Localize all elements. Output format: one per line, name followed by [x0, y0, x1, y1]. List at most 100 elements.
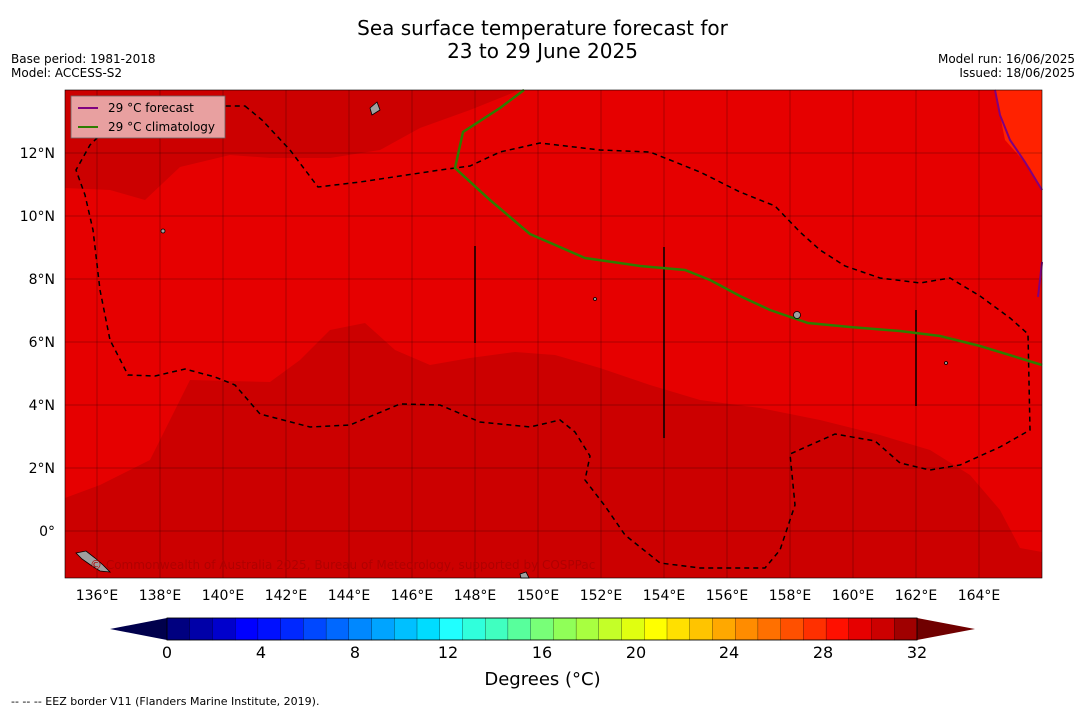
colorbar-cell — [575, 617, 600, 641]
lat-label: 12°N — [20, 146, 55, 162]
lat-label: 2°N — [29, 461, 55, 477]
colorbar-cell — [439, 617, 464, 641]
colorbar-cell — [257, 617, 282, 641]
map-frame — [64, 89, 1043, 579]
climatology-29c-line — [453, 89, 1043, 367]
legend-forecast-label: 29 °C forecast — [108, 101, 194, 115]
lon-label: 164°E — [958, 588, 1001, 604]
colorbar-cell — [780, 617, 805, 641]
colorbar-cell — [666, 617, 691, 641]
colorbar-tick-label: 28 — [813, 643, 833, 662]
base-period: Base period: 1981-2018 — [11, 52, 156, 66]
sst-hot-region-northeast — [995, 90, 1042, 190]
lon-label: 144°E — [328, 588, 371, 604]
colorbar-cell — [416, 617, 441, 641]
colorbar-cell — [598, 617, 623, 641]
colorbar-cell — [348, 617, 373, 641]
issued-date: Issued: 18/06/2025 — [959, 66, 1075, 80]
lat-label: 4°N — [29, 398, 55, 414]
colorbar-cell — [735, 617, 759, 641]
lon-label: 140°E — [202, 588, 245, 604]
island-palau — [160, 228, 166, 234]
colorbar-cell — [553, 617, 577, 641]
colorbar-tick-labels: 0 4 8 12 16 20 24 28 32 — [162, 643, 927, 662]
eez-borders — [75, 105, 1031, 569]
lat-label: 8°N — [29, 272, 55, 288]
colorbar-cell — [871, 617, 895, 641]
colorbar-cell — [530, 617, 555, 641]
lon-label: 138°E — [139, 588, 182, 604]
island-pohnpei — [793, 311, 801, 319]
lon-label: 160°E — [832, 588, 875, 604]
colorbar-cell — [235, 617, 259, 641]
legend-climatology-label: 29 °C climatology — [108, 120, 215, 134]
colorbar-cell — [394, 617, 418, 641]
colorbar-cell — [212, 617, 236, 641]
island-kosrae — [944, 361, 948, 365]
colorbar-cell — [621, 617, 645, 641]
forecast-29c-line-north — [994, 89, 1043, 191]
title-line-1: Sea surface temperature forecast for — [357, 16, 728, 40]
lat-label: 6°N — [29, 335, 55, 351]
colorbar-over-arrow — [917, 618, 975, 640]
colorbar-tick-label: 16 — [532, 643, 552, 662]
colorbar-cell — [325, 617, 350, 641]
colorbar — [110, 617, 975, 641]
lon-label: 154°E — [643, 588, 686, 604]
forecast-29c-line-east — [1037, 261, 1043, 298]
colorbar-cell — [507, 617, 532, 641]
colorbar-cell — [689, 617, 714, 641]
lon-label: 150°E — [517, 588, 560, 604]
colorbar-cells — [166, 617, 918, 641]
colorbar-cell — [280, 617, 305, 641]
colorbar-cell — [166, 617, 191, 641]
land-new-guinea — [75, 550, 112, 573]
colorbar-tick-label: 4 — [256, 643, 266, 662]
eez-footnote: -- -- -- EEZ border V11 (Flanders Marine… — [11, 695, 320, 708]
lon-label: 142°E — [265, 588, 308, 604]
colorbar-cell — [303, 617, 327, 641]
colorbar-tick-label: 20 — [626, 643, 646, 662]
colorbar-cell — [485, 617, 509, 641]
model-name: Model: ACCESS-S2 — [11, 66, 123, 80]
sst-warm-region-south — [65, 323, 1042, 578]
colorbar-title: Degrees (°C) — [484, 669, 601, 690]
colorbar-cell — [803, 617, 827, 641]
title-line-2: 23 to 29 June 2025 — [447, 39, 638, 63]
colorbar-tick-label: 12 — [438, 643, 458, 662]
colorbar-cell — [894, 617, 918, 641]
lon-label: 158°E — [769, 588, 812, 604]
meta-left: Base period: 1981-2018 Model: ACCESS-S2 — [11, 52, 156, 80]
model-run: Model run: 16/06/2025 — [937, 52, 1075, 66]
colorbar-under-arrow — [110, 618, 167, 640]
colorbar-cell — [371, 617, 395, 641]
lon-label: 156°E — [706, 588, 749, 604]
longitude-labels: 136°E 138°E 140°E 142°E 144°E 146°E 148°… — [76, 588, 1001, 604]
colorbar-cell — [712, 617, 736, 641]
colorbar-outline — [166, 617, 918, 641]
colorbar-tick-label: 8 — [350, 643, 360, 662]
lon-label: 146°E — [391, 588, 434, 604]
lon-label: 162°E — [895, 588, 938, 604]
lon-label: 152°E — [580, 588, 623, 604]
colorbar-cell — [848, 617, 873, 641]
meta-right: Model run: 16/06/2025 Issued: 18/06/2025 — [938, 52, 1075, 80]
island-chuuk — [593, 297, 597, 301]
colorbar-tick-label: 0 — [162, 643, 172, 662]
map-legend: 29 °C forecast 29 °C climatology — [70, 95, 226, 139]
legend-box — [70, 95, 226, 139]
lon-label: 136°E — [76, 588, 119, 604]
lat-label: 0° — [39, 524, 55, 540]
colorbar-cell — [757, 617, 782, 641]
latitude-labels: 12°N 10°N 8°N 6°N 4°N 2°N 0° — [20, 146, 55, 540]
land-features — [75, 101, 948, 579]
colorbar-tick-label: 32 — [907, 643, 927, 662]
island-ngulu — [369, 101, 381, 116]
credit-text: © Commonwealth of Australia 2025, Bureau… — [90, 558, 595, 572]
colorbar-cell — [189, 617, 214, 641]
lon-label: 148°E — [454, 588, 497, 604]
colorbar-cell — [644, 617, 668, 641]
colorbar-cell — [462, 617, 486, 641]
lat-label: 10°N — [20, 209, 55, 225]
